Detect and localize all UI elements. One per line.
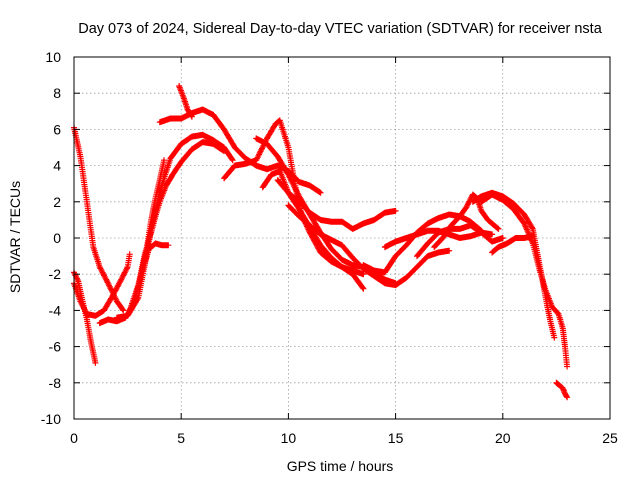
x-tick-label: 25 (602, 430, 618, 446)
series-markers (139, 240, 172, 274)
data-series (71, 83, 571, 401)
x-tick-label: 15 (388, 430, 404, 446)
y-tick-label: 0 (53, 230, 61, 246)
x-tick-label: 5 (177, 430, 185, 446)
y-tick-label: -8 (49, 375, 62, 391)
y-axis-label: SDTVAR / TECUs (7, 181, 23, 293)
series-sat-v (489, 233, 536, 256)
y-tick-label: 2 (53, 194, 61, 210)
chart-title: Day 073 of 2024, Sidereal Day-to-day VTE… (78, 21, 602, 37)
y-tick-label: -4 (49, 302, 62, 318)
series-markers (553, 379, 571, 401)
y-tick-label: -6 (49, 339, 62, 355)
series-sat-u (553, 379, 571, 401)
series-markers (113, 131, 236, 321)
grid-lines (74, 57, 610, 419)
series-markers (253, 135, 399, 287)
series-sat-h (156, 106, 324, 196)
x-axis-label: GPS time / hours (287, 458, 394, 474)
y-tick-label: 4 (53, 158, 61, 174)
y-tick-label: -2 (49, 266, 62, 282)
series-markers (285, 202, 453, 289)
x-tick-label: 20 (495, 430, 511, 446)
series-markers (176, 83, 195, 120)
series-sat-o (360, 211, 485, 276)
series-sat-k (253, 135, 399, 287)
series-sat-e (113, 131, 236, 321)
y-tick-label: 8 (53, 85, 61, 101)
y-tick-label: 6 (53, 121, 61, 137)
series-markers (156, 106, 324, 196)
series-sat-g (139, 240, 172, 274)
series-sat-n (285, 202, 453, 289)
x-tick-label: 0 (70, 430, 78, 446)
axis-ticks: 0 5 10 15 20 25 -10 -8 -6 -4 -2 0 2 4 6 8 10 (41, 49, 618, 446)
x-tick-label: 10 (281, 430, 297, 446)
series-markers (360, 211, 485, 276)
y-tick-label: 10 (45, 49, 61, 65)
y-tick-label: -10 (41, 411, 61, 427)
series-sat-m (274, 177, 399, 232)
series-sat-i (176, 83, 195, 120)
series-markers (489, 233, 536, 256)
series-markers (274, 177, 399, 232)
